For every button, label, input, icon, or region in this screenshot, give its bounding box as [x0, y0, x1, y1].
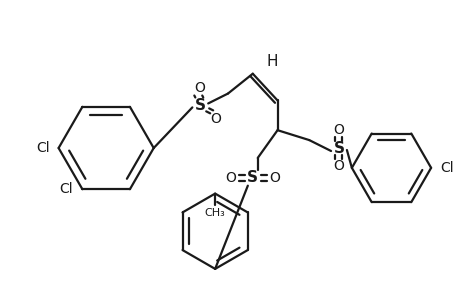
Text: O: O [269, 171, 280, 185]
Text: CH₃: CH₃ [204, 208, 225, 218]
Text: H: H [266, 54, 278, 69]
Text: S: S [194, 98, 205, 113]
Text: Cl: Cl [60, 182, 73, 196]
Text: O: O [225, 171, 236, 185]
Text: S: S [247, 170, 257, 185]
Text: O: O [333, 123, 344, 137]
Text: O: O [210, 112, 221, 126]
Text: O: O [193, 81, 204, 94]
Text: S: S [333, 140, 344, 155]
Text: Cl: Cl [36, 141, 50, 155]
Text: Cl: Cl [439, 161, 453, 175]
Text: O: O [333, 159, 344, 173]
